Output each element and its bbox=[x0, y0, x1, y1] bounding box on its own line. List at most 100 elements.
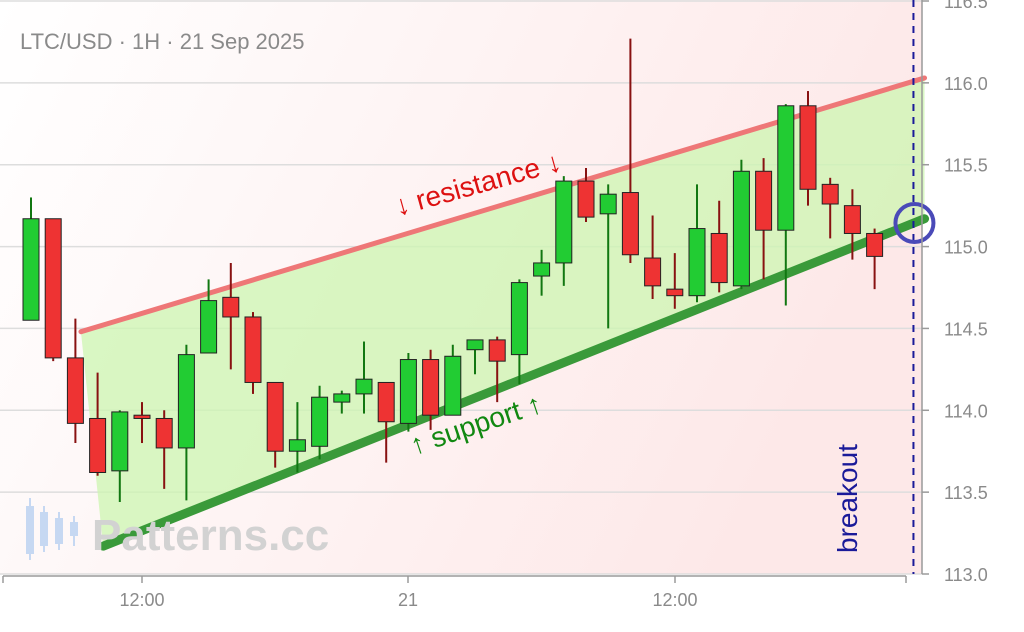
candle-body bbox=[755, 170, 773, 231]
candle-body bbox=[510, 282, 528, 356]
watermark-text: Patterns.cc bbox=[92, 511, 329, 560]
axes: 113.0 113.5 114.0 114.5 115.0 115.5 116.0 116.5… bbox=[2, 0, 988, 610]
candle-body bbox=[89, 417, 107, 473]
candle-body bbox=[866, 232, 884, 257]
candle bbox=[44, 218, 62, 362]
candle-body bbox=[555, 180, 573, 264]
candle-body bbox=[821, 183, 839, 205]
candle bbox=[244, 312, 262, 394]
candle bbox=[111, 410, 129, 502]
candle bbox=[355, 341, 373, 414]
candle bbox=[821, 177, 839, 239]
y-tick-label: 116.0 bbox=[944, 74, 988, 94]
candle bbox=[732, 159, 750, 290]
candle-body bbox=[666, 288, 684, 297]
candle-body bbox=[222, 296, 240, 318]
candle bbox=[288, 402, 306, 473]
candle bbox=[577, 167, 595, 223]
support-line bbox=[98, 214, 930, 551]
candle-body bbox=[244, 316, 262, 383]
candle-body bbox=[311, 396, 329, 447]
candle-body bbox=[422, 359, 440, 416]
candle bbox=[266, 381, 284, 468]
breakout-circle bbox=[893, 202, 936, 245]
candle bbox=[555, 176, 573, 286]
y-tick-label: 114.5 bbox=[944, 319, 988, 339]
candle-body bbox=[333, 393, 351, 403]
chart-title: LTC/USD · 1H · 21 Sep 2025 bbox=[20, 29, 305, 54]
candle-body bbox=[133, 414, 151, 419]
y-tick-label: 115.0 bbox=[944, 238, 988, 258]
candle bbox=[66, 318, 84, 444]
candle-body bbox=[644, 257, 662, 287]
candle bbox=[311, 385, 329, 460]
candle bbox=[155, 410, 173, 489]
candle-body bbox=[377, 381, 395, 423]
breakout-label: breakout bbox=[832, 444, 863, 553]
y-tick-label: 113.0 bbox=[944, 565, 988, 585]
candle bbox=[377, 381, 395, 463]
y-tick-label: 114.0 bbox=[944, 401, 988, 421]
y-tick-label: 115.5 bbox=[944, 156, 988, 176]
candle bbox=[666, 253, 684, 309]
candle-body bbox=[444, 355, 462, 416]
candle bbox=[222, 262, 240, 370]
candle bbox=[399, 352, 417, 432]
candle-body bbox=[44, 218, 62, 359]
channel-fill bbox=[80, 77, 925, 547]
y-tick-label: 116.5 bbox=[944, 0, 988, 12]
candle bbox=[510, 279, 528, 385]
candle-body bbox=[599, 193, 617, 215]
candle-body bbox=[177, 354, 195, 449]
candle-body bbox=[111, 411, 129, 472]
candle bbox=[444, 344, 462, 416]
candle-body bbox=[22, 218, 40, 321]
candle-body bbox=[621, 192, 639, 256]
candle-body bbox=[732, 170, 750, 287]
candle-body bbox=[488, 339, 506, 362]
candle-body bbox=[710, 232, 728, 284]
candle bbox=[599, 184, 617, 329]
candle bbox=[644, 215, 662, 299]
candle-body bbox=[466, 339, 484, 351]
candle bbox=[466, 339, 484, 375]
candle-body bbox=[200, 300, 218, 354]
candle-body bbox=[843, 205, 861, 234]
candle bbox=[533, 249, 551, 296]
candle bbox=[866, 228, 884, 290]
candle bbox=[777, 104, 795, 306]
candle bbox=[843, 189, 861, 260]
candles bbox=[22, 38, 884, 502]
candle-body bbox=[155, 417, 173, 449]
candle bbox=[333, 390, 351, 414]
candle bbox=[133, 402, 151, 444]
candle bbox=[688, 184, 706, 303]
x-tick-label: 12:00 bbox=[652, 590, 697, 610]
candle bbox=[621, 38, 639, 263]
candle bbox=[710, 200, 728, 293]
candle-body bbox=[399, 359, 417, 424]
candle-body bbox=[533, 262, 551, 277]
x-tick-label: 21 bbox=[398, 590, 418, 610]
candle-body bbox=[288, 439, 306, 452]
candle bbox=[22, 197, 40, 321]
candle-body bbox=[66, 357, 84, 424]
watermark: Patterns.cc bbox=[26, 498, 329, 560]
candle-body bbox=[266, 381, 284, 452]
y-tick-label: 113.5 bbox=[944, 483, 988, 503]
candle-body bbox=[777, 105, 795, 231]
candle bbox=[755, 158, 773, 280]
watermark-logo-icon bbox=[26, 498, 78, 560]
candle bbox=[799, 91, 817, 206]
x-tick-label: 12:00 bbox=[119, 590, 164, 610]
candle bbox=[200, 279, 218, 354]
candle-body bbox=[577, 180, 595, 218]
candle bbox=[177, 344, 195, 501]
candle bbox=[422, 349, 440, 430]
candle-body bbox=[355, 378, 373, 395]
candle-body bbox=[688, 228, 706, 297]
candle bbox=[89, 372, 107, 476]
candle-body bbox=[799, 105, 817, 190]
candle bbox=[488, 336, 506, 403]
